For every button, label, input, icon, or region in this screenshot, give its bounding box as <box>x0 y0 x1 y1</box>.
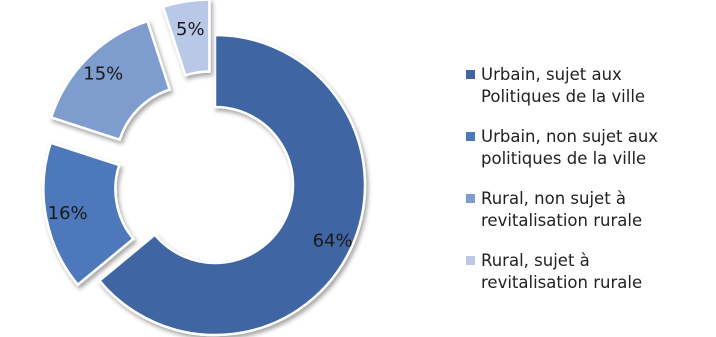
donut-slice-path <box>161 0 211 77</box>
legend-label: Urbain, sujet aux Politiques de la ville <box>481 65 646 106</box>
donut-slice-path <box>97 33 367 337</box>
legend-label: Rural, non sujet à revitalisation rurale <box>481 189 643 230</box>
legend-swatch <box>466 132 475 141</box>
donut-slice-path <box>42 141 136 287</box>
slice-percent-label: 15% <box>83 63 123 84</box>
legend-item: Urbain, non sujet aux politiques de la v… <box>466 126 716 170</box>
legend-swatch <box>466 194 475 203</box>
donut-slice: 5% <box>161 0 211 77</box>
donut-slice-path <box>49 19 172 142</box>
legend-item: Urbain, sujet aux Politiques de la ville <box>466 64 716 108</box>
legend-item: Rural, sujet à revitalisation rurale <box>466 250 716 294</box>
donut-slice: 64% <box>97 33 367 337</box>
legend-item: Rural, non sujet à revitalisation rurale <box>466 188 716 232</box>
legend-label: Urbain, non sujet aux politiques de la v… <box>481 127 659 168</box>
slice-percent-label: 5% <box>176 19 205 40</box>
slice-percent-label: 16% <box>48 203 88 224</box>
donut-slice: 16% <box>42 141 136 287</box>
donut-slice: 15% <box>49 19 172 142</box>
legend-swatch <box>466 256 475 265</box>
chart-legend: Urbain, sujet aux Politiques de la ville… <box>466 64 716 312</box>
slice-percent-label: 64% <box>313 230 353 251</box>
donut-chart: 64% 16% 15% 5% <box>42 0 367 337</box>
legend-label: Rural, sujet à revitalisation rurale <box>481 251 643 292</box>
legend-swatch <box>466 70 475 79</box>
